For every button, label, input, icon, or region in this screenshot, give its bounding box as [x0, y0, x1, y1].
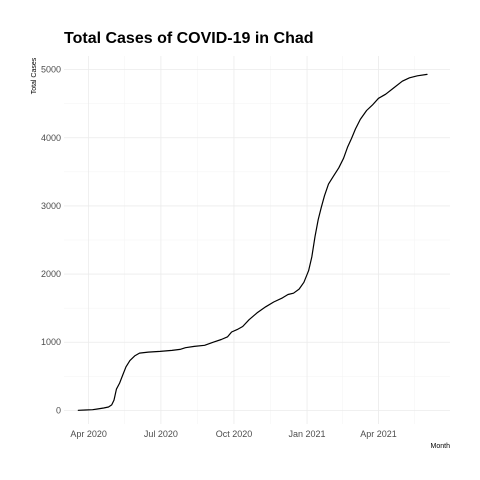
x-tick-label: Oct 2020: [216, 429, 253, 439]
total-cases-line: [77, 73, 428, 411]
series-layer: [77, 73, 428, 411]
y-tick-label: 3000: [41, 201, 61, 211]
y-axis-title: Total Cases: [31, 57, 38, 94]
y-tick-label: 2000: [41, 269, 61, 279]
x-tick-label: Jul 2020: [144, 429, 178, 439]
grid: [64, 56, 450, 424]
y-tick-label: 4000: [41, 133, 61, 143]
y-axis-tick-labels: 0 1000 2000 3000 4000 5000: [41, 65, 61, 416]
y-tick-label: 1000: [41, 337, 61, 347]
x-tick-label: Jan 2021: [289, 429, 326, 439]
x-tick-label: Apr 2021: [360, 429, 397, 439]
y-tick-label: 0: [56, 405, 61, 415]
x-axis-title: Month: [431, 443, 451, 450]
chart-title: Total Cases of COVID-19 in Chad: [64, 30, 314, 47]
x-axis-tick-labels: Apr 2020 Jul 2020 Oct 2020 Jan 2021 Apr 2021: [70, 429, 396, 439]
y-tick-label: 5000: [41, 65, 61, 75]
x-tick-label: Apr 2020: [70, 429, 107, 439]
